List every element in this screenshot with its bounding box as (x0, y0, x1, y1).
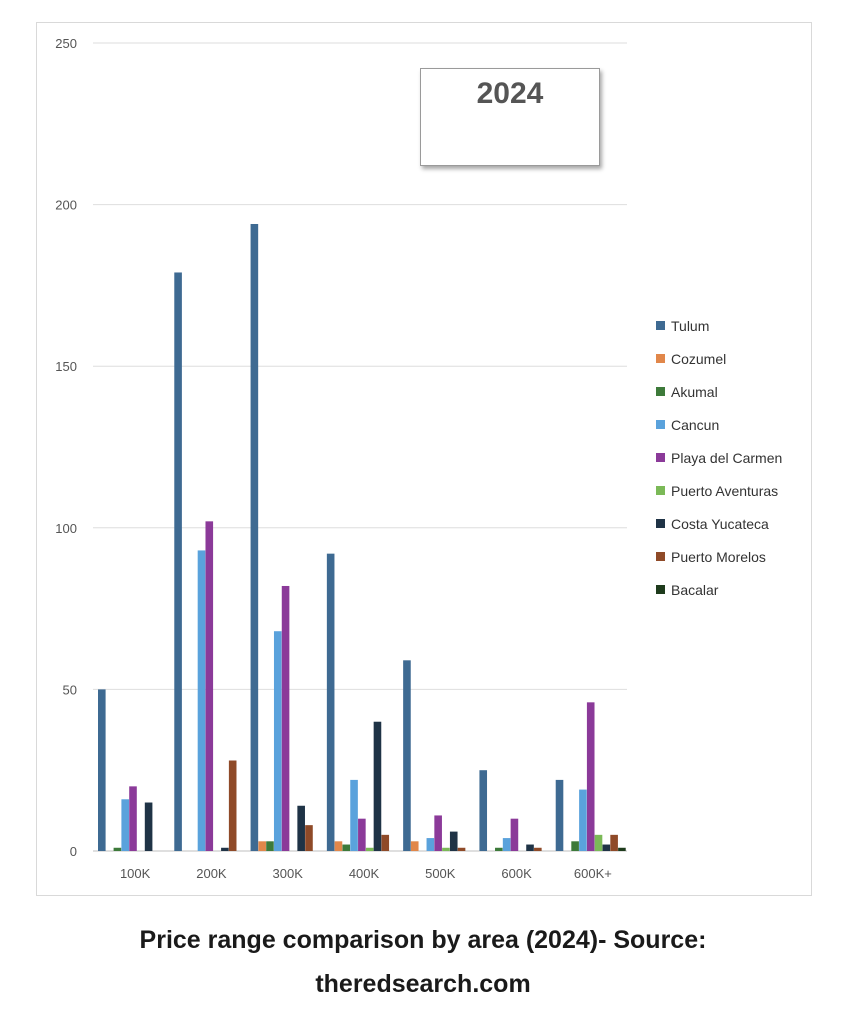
caption-line-1: Price range comparison by area (2024)- S… (139, 926, 707, 954)
x-tick-label: 400K (349, 866, 380, 881)
bar-cozumel-300k (258, 841, 266, 851)
bar-tulum-500k (403, 660, 411, 851)
bar-cancun-400k (350, 779, 358, 851)
bar-puerto-morelos-600k (534, 847, 542, 851)
bar-tulum-600k (479, 770, 488, 851)
y-tick-label: 0 (70, 844, 77, 859)
bar-tulum-200k (174, 272, 182, 851)
bar-costa-yucateca-100k (144, 802, 153, 851)
y-tick-label: 100 (55, 521, 77, 536)
bar-costa-yucateca-200k (221, 847, 229, 851)
bar-puerto-morelos-600kplus (610, 834, 618, 851)
legend-entry: Puerto Aventuras (671, 483, 778, 499)
bar-cozumel-400k (334, 841, 343, 851)
x-tick-label: 200K (196, 866, 227, 881)
bar-akumal-100k (113, 847, 122, 851)
legend-swatch (656, 552, 665, 561)
x-tick-label: 600K+ (574, 866, 612, 881)
legend-entry: Bacalar (671, 582, 719, 598)
bar-playa-del-carmen-100k (129, 786, 137, 851)
x-tick-label: 300K (273, 866, 304, 881)
legend-swatch (656, 453, 665, 462)
bar-cancun-600kplus (579, 789, 587, 851)
legend-swatch (656, 519, 665, 528)
bar-playa-del-carmen-600k (510, 818, 519, 851)
bar-playa-del-carmen-200k (205, 521, 214, 851)
bar-costa-yucateca-400k (373, 721, 382, 851)
legend-entry: Tulum (671, 318, 709, 334)
bar-cozumel-500k (410, 841, 419, 851)
x-tick-label: 100K (120, 866, 151, 881)
legend-entry: Costa Yucateca (671, 516, 769, 532)
chart-frame (36, 22, 812, 896)
legend-swatch (656, 420, 665, 429)
bar-costa-yucateca-300k (297, 805, 305, 851)
y-tick-label: 150 (55, 359, 77, 374)
bar-playa-del-carmen-500k (434, 815, 442, 851)
bar-playa-del-carmen-300k (281, 585, 290, 851)
bar-bacalar-600kplus (618, 847, 626, 851)
caption-line-2: theredsearch.com (315, 970, 531, 998)
legend-swatch (656, 354, 665, 363)
bar-cancun-200k (197, 550, 206, 851)
bar-akumal-600k (495, 847, 503, 851)
bar-akumal-300k (266, 841, 274, 851)
bar-costa-yucateca-600kplus (602, 844, 611, 851)
y-tick-label: 50 (63, 682, 77, 697)
chart-title-box: 2024 (420, 68, 600, 166)
bar-playa-del-carmen-400k (358, 818, 366, 851)
bar-puerto-aventuras-500k (442, 847, 450, 851)
legend-swatch (656, 387, 665, 396)
bar-cancun-300k (273, 631, 282, 851)
legend-entry: Puerto Morelos (671, 549, 766, 565)
legend-entry: Cancun (671, 417, 719, 433)
figure-caption: Price range comparison by area (2024)- S… (0, 918, 846, 1006)
legend-entry: Akumal (671, 384, 718, 400)
bar-puerto-morelos-400k (381, 834, 390, 851)
bar-tulum-600kplus (555, 779, 564, 851)
chart-title: 2024 (476, 77, 544, 110)
bar-tulum-100k (98, 689, 106, 851)
bar-cancun-500k (426, 838, 435, 851)
bar-puerto-morelos-300k (305, 825, 313, 851)
bar-cancun-600k (502, 838, 511, 851)
bar-puerto-aventuras-400k (365, 847, 374, 851)
bar-tulum-400k (326, 553, 335, 851)
legend-swatch (656, 486, 665, 495)
y-tick-label: 250 (55, 36, 77, 51)
bar-playa-del-carmen-600kplus (586, 702, 595, 851)
bar-cancun-100k (121, 799, 129, 851)
bar-puerto-morelos-500k (457, 847, 466, 851)
bar-costa-yucateca-600k (526, 844, 534, 851)
bar-puerto-morelos-200k (228, 760, 237, 851)
bar-akumal-600kplus (571, 841, 579, 851)
legend-swatch (656, 585, 665, 594)
bar-puerto-aventuras-600kplus (594, 834, 603, 851)
x-tick-label: 500K (425, 866, 456, 881)
legend-swatch (656, 321, 665, 330)
x-tick-label: 600K (501, 866, 532, 881)
legend-entry: Cozumel (671, 351, 726, 367)
bar-akumal-400k (342, 844, 351, 851)
bar-costa-yucateca-500k (449, 831, 458, 851)
legend-entry: Playa del Carmen (671, 450, 782, 466)
y-tick-label: 200 (55, 198, 77, 213)
bar-tulum-300k (250, 223, 259, 851)
